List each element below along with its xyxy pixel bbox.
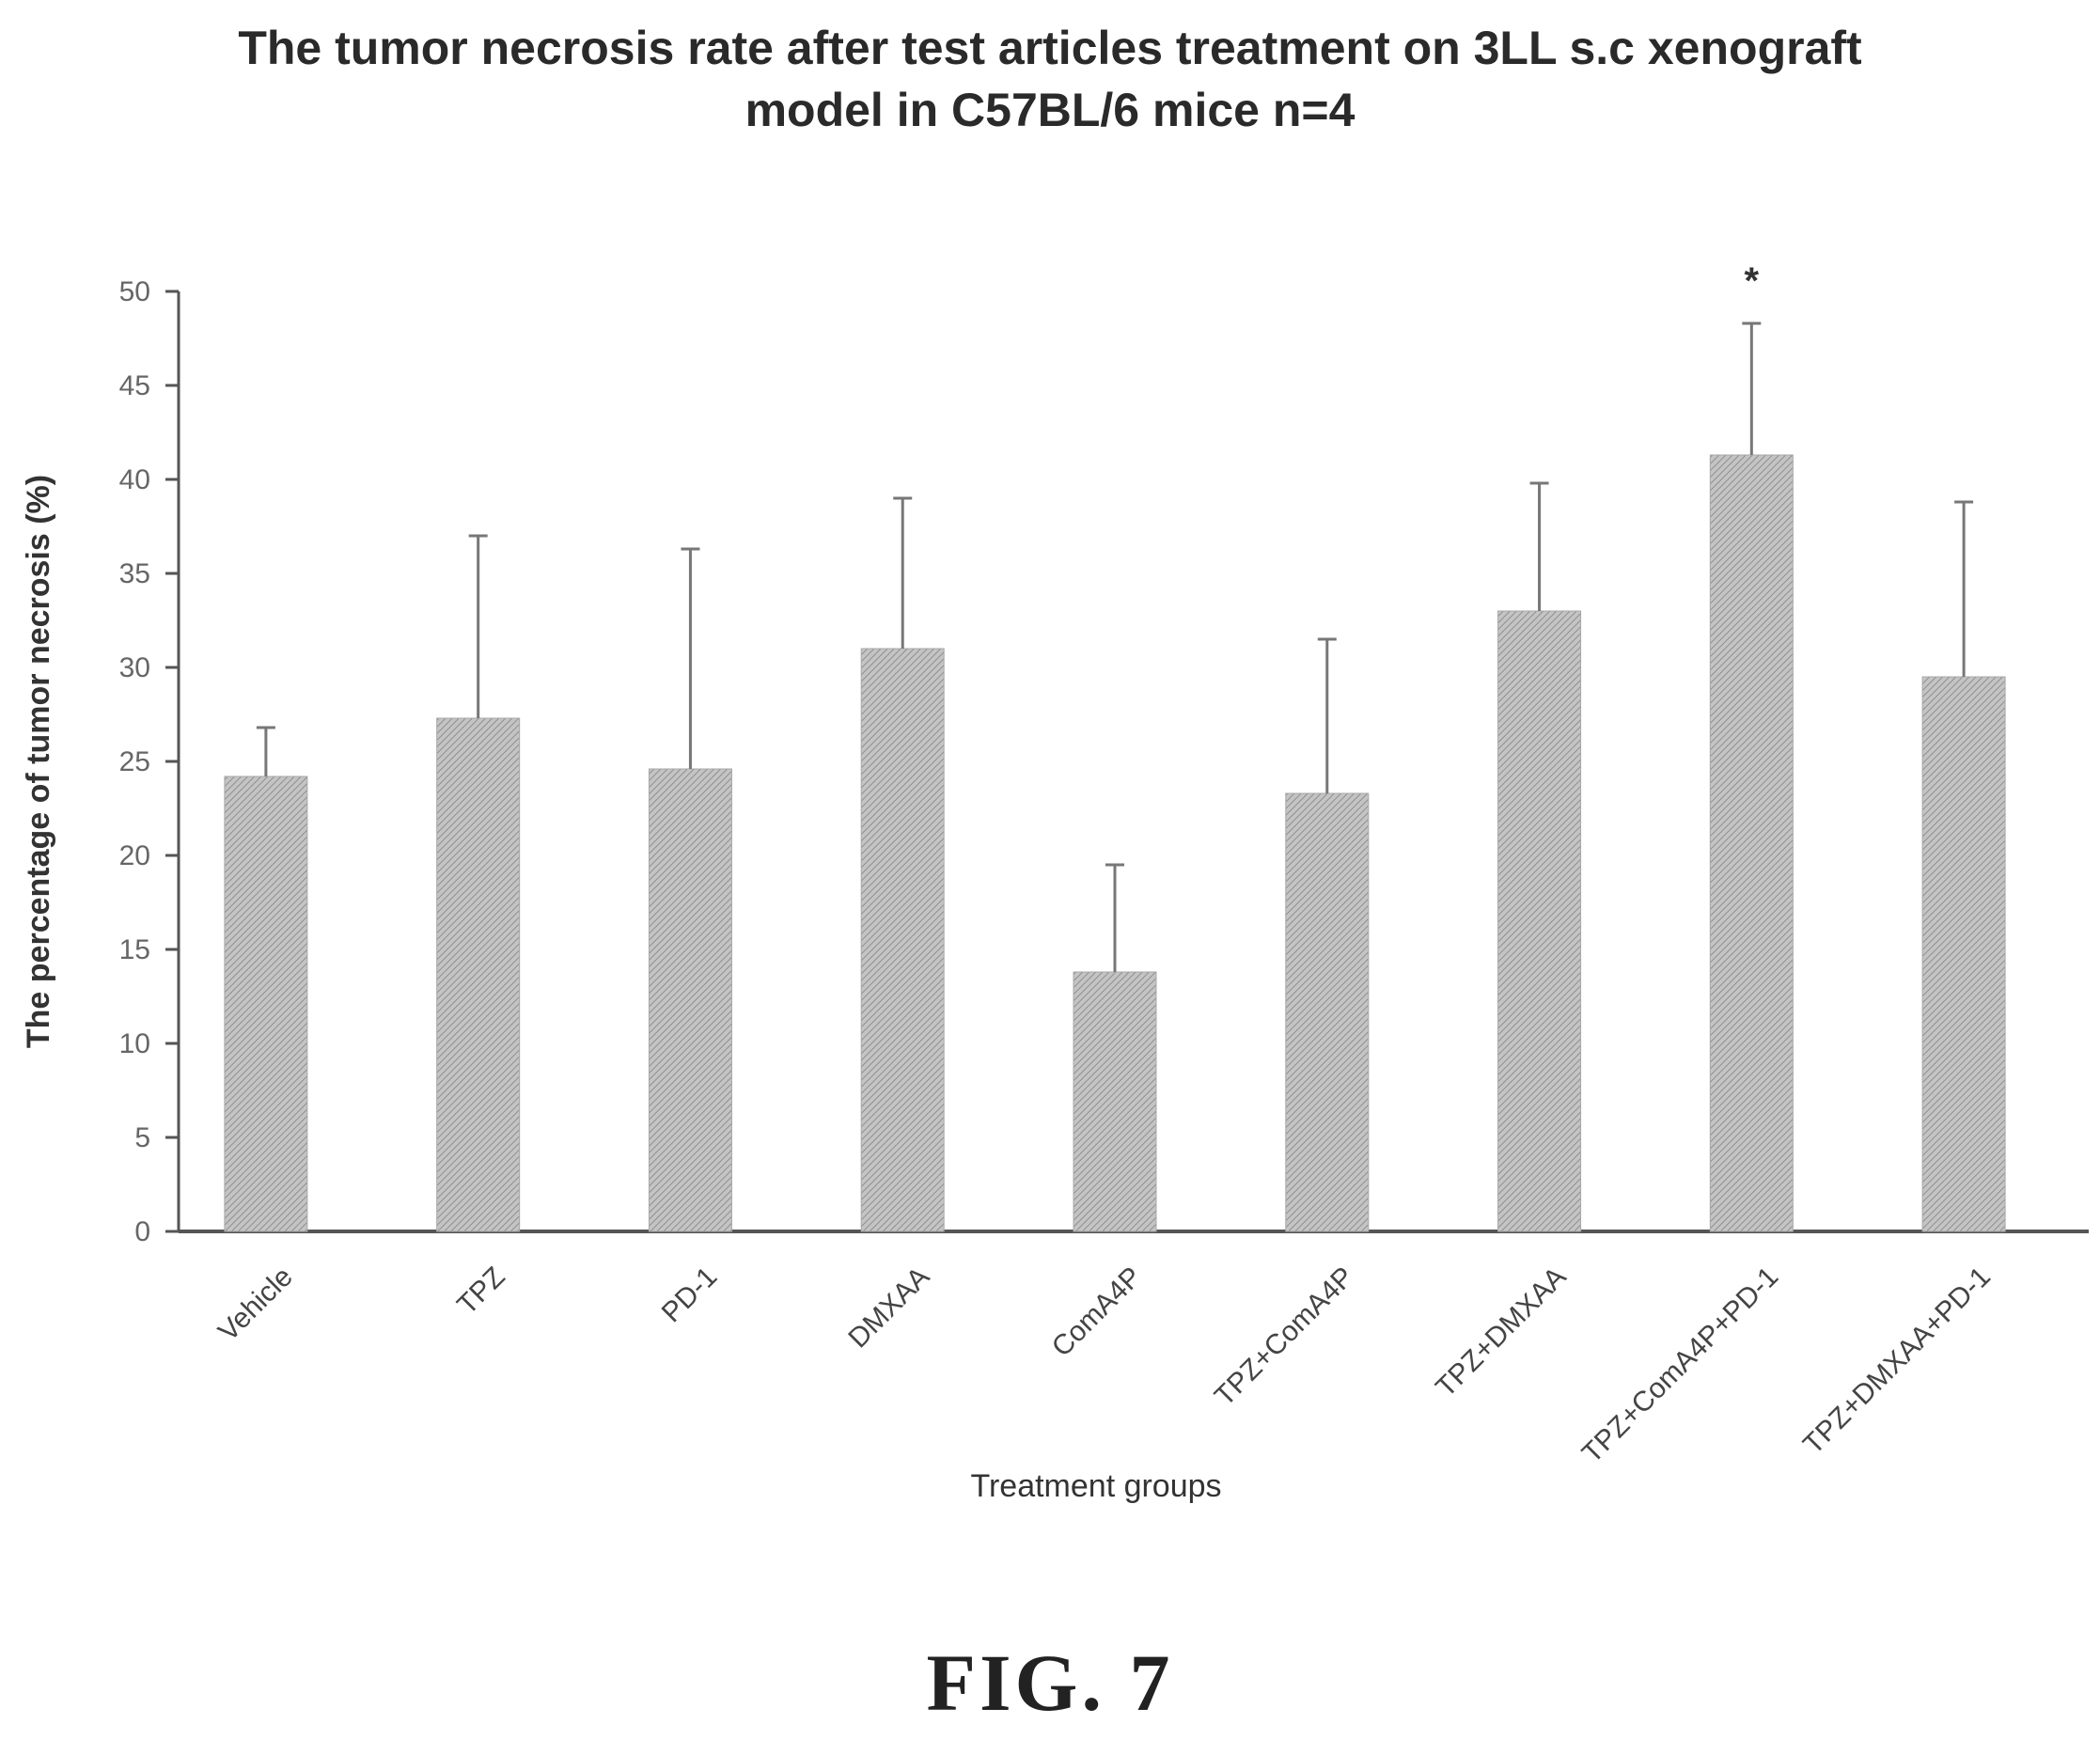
bar — [648, 768, 732, 1232]
x-tick-label: ComA4P — [1046, 1261, 1148, 1363]
bar — [1285, 792, 1370, 1232]
x-tick-label: TPZ+ComA4P — [1209, 1261, 1360, 1413]
bar — [1497, 610, 1582, 1232]
chart-title: The tumor necrosis rate after test artic… — [0, 17, 2100, 141]
y-tick-label: 15 — [119, 934, 150, 965]
x-tick-label: TPZ+DMXAA+PD-1 — [1797, 1261, 1997, 1461]
y-tick-label: 45 — [119, 370, 150, 401]
bar — [224, 776, 308, 1232]
y-tick-label: 10 — [119, 1028, 150, 1059]
bar — [436, 717, 521, 1232]
x-tick-label: Vehicle — [212, 1261, 299, 1348]
x-tick-label: TPZ — [451, 1261, 510, 1321]
y-tick-label: 20 — [119, 840, 150, 871]
bar — [1709, 454, 1794, 1232]
y-tick-label: 25 — [119, 746, 150, 777]
bar — [1921, 676, 2006, 1232]
y-tick-label: 0 — [134, 1216, 150, 1247]
bar — [1073, 971, 1157, 1232]
bar — [860, 648, 945, 1232]
x-axis-title: Treatment groups — [970, 1468, 1221, 1504]
x-tick-label: PD-1 — [656, 1261, 724, 1329]
chart-title-line-1: The tumor necrosis rate after test artic… — [238, 22, 1862, 74]
figure-label: FIG. 7 — [926, 1637, 1174, 1728]
y-tick-label: 5 — [134, 1122, 150, 1153]
y-tick-label: 35 — [119, 558, 150, 589]
y-tick-label: 50 — [119, 276, 150, 307]
y-tick-label: 30 — [119, 652, 150, 683]
x-tick-label: DMXAA — [842, 1261, 935, 1355]
significance-marker: * — [1745, 260, 1760, 302]
bar-chart: 0 5 10 15 20 25 30 35 40 45 50 The percentage of tu… — [21, 260, 2089, 1504]
y-tick-label: 40 — [119, 464, 150, 495]
x-tick-label: TPZ+ComA4P+PD-1 — [1576, 1261, 1784, 1469]
x-tick-label: TPZ+DMXAA — [1430, 1261, 1572, 1403]
chart-title-line-2: model in C57BL/6 mice n=4 — [744, 84, 1356, 136]
y-axis-title: The percentage of tumor necrosis (%) — [21, 475, 56, 1048]
